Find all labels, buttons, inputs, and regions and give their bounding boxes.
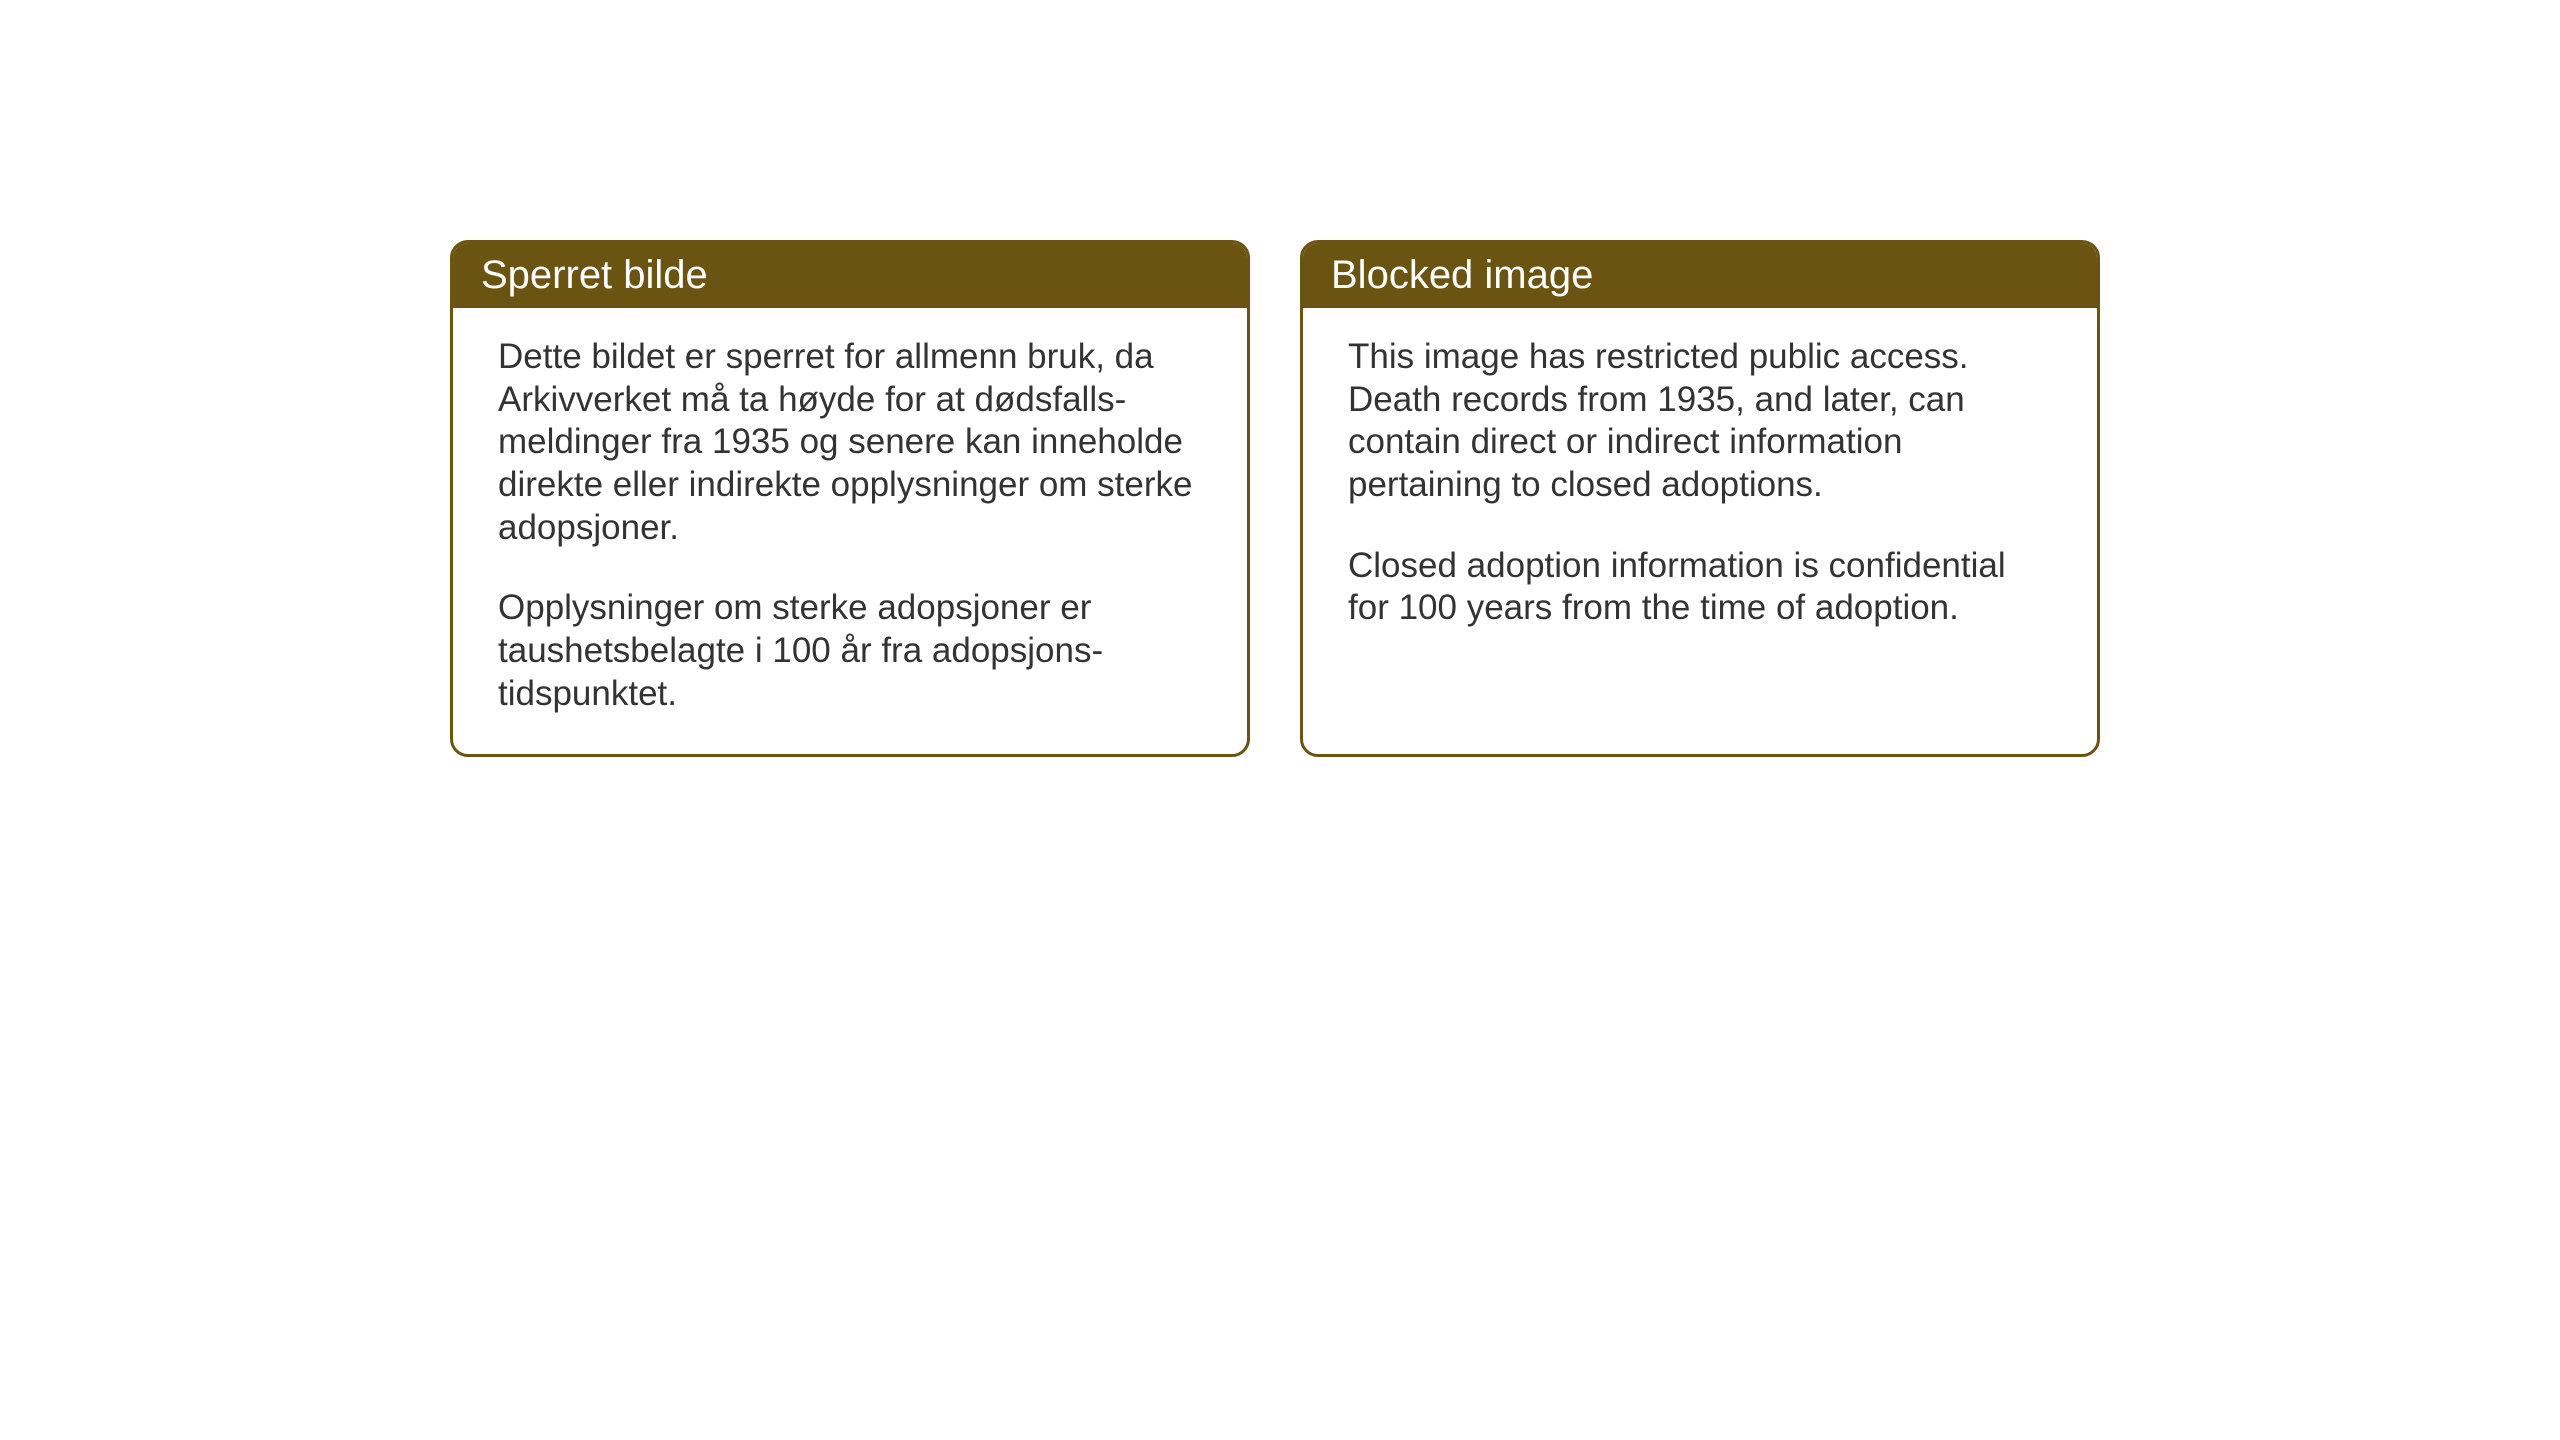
english-card-body: This image has restricted public access.… [1303,308,2097,728]
norwegian-card-header: Sperret bilde [453,243,1247,308]
norwegian-paragraph-1: Dette bildet er sperret for allmenn bruk… [498,336,1202,549]
english-card-title: Blocked image [1331,253,1593,297]
cards-container: Sperret bilde Dette bildet er sperret fo… [450,240,2100,757]
english-card: Blocked image This image has restricted … [1300,240,2100,757]
english-paragraph-2: Closed adoption information is confident… [1348,545,2052,630]
norwegian-card-body: Dette bildet er sperret for allmenn bruk… [453,308,1247,754]
norwegian-paragraph-2: Opplysninger om sterke adopsjoner er tau… [498,587,1202,715]
english-paragraph-1: This image has restricted public access.… [1348,336,2052,507]
english-card-header: Blocked image [1303,243,2097,308]
norwegian-card: Sperret bilde Dette bildet er sperret fo… [450,240,1250,757]
norwegian-card-title: Sperret bilde [481,253,708,297]
